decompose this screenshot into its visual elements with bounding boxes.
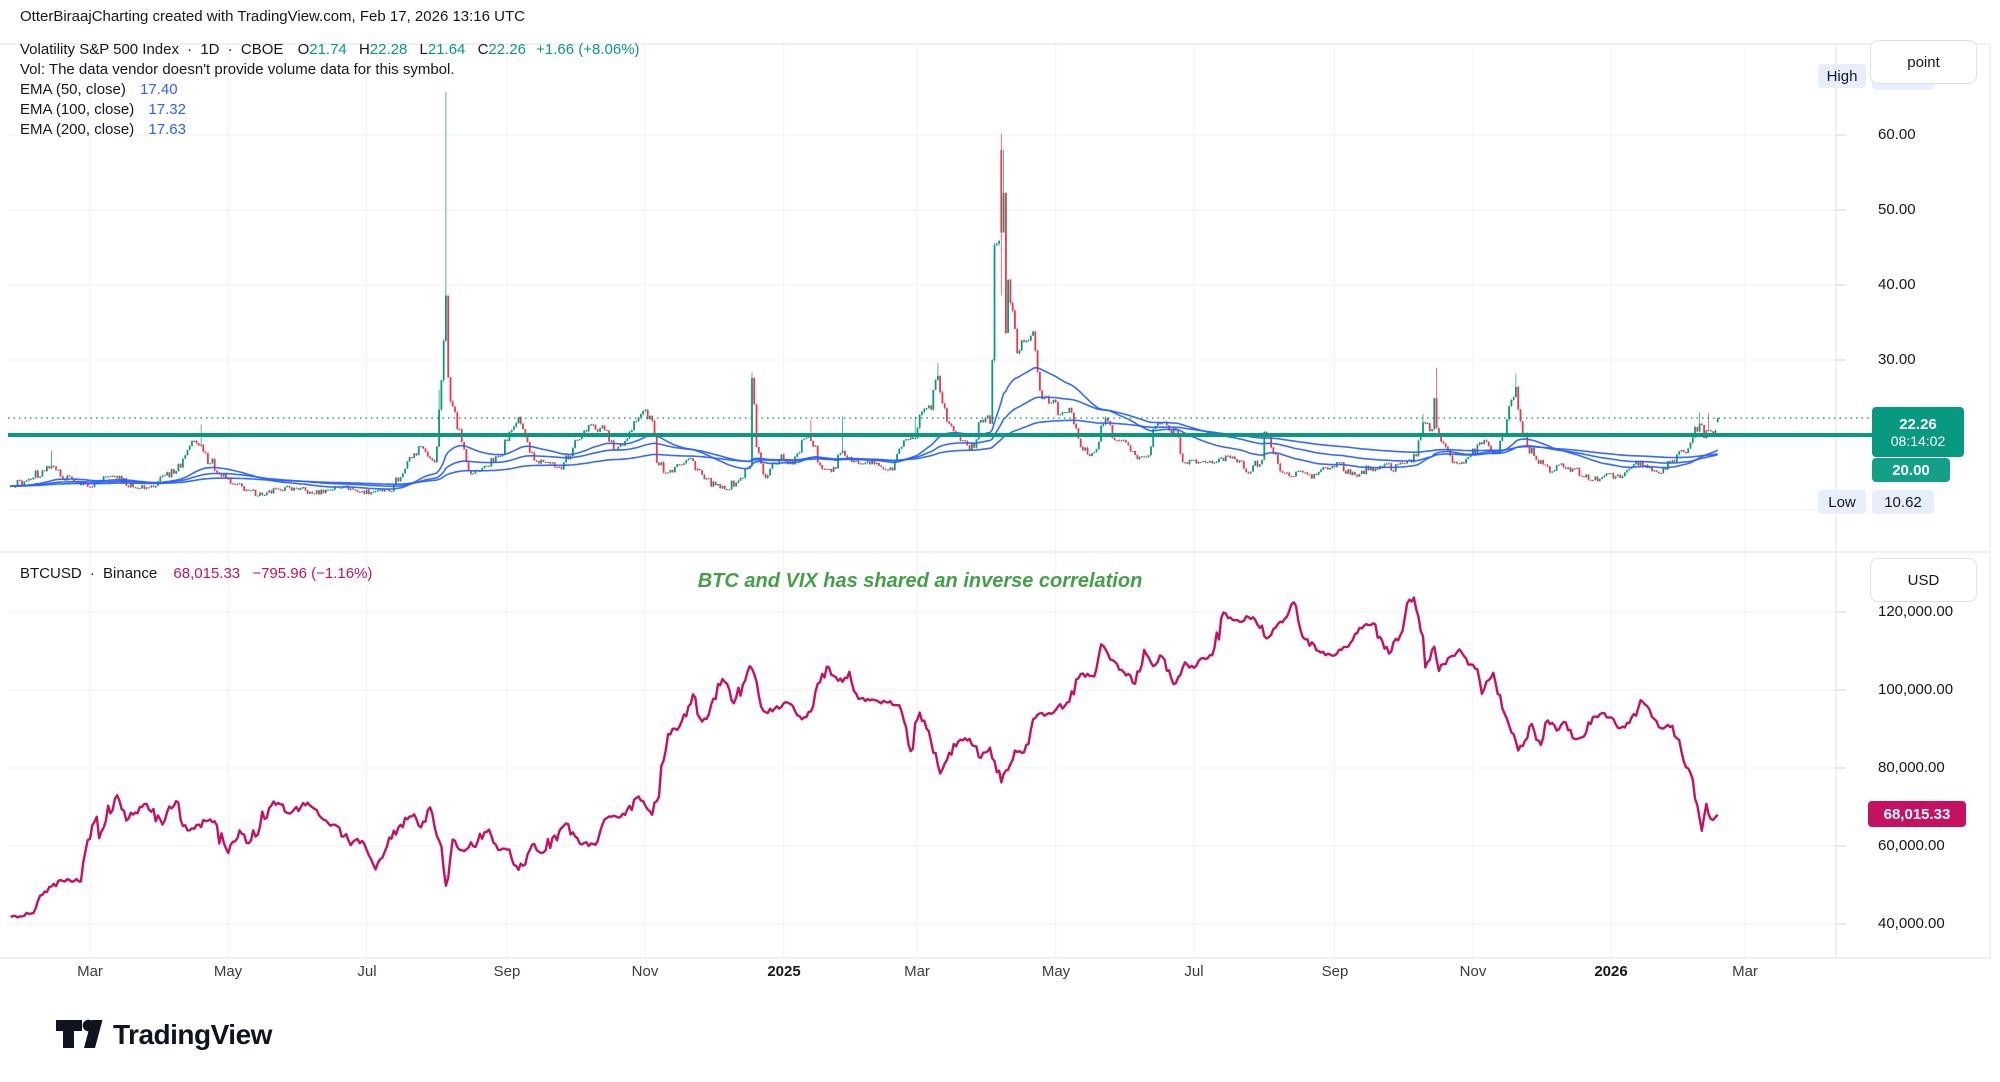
- axis-tick-marks: [1836, 134, 1846, 925]
- close-value: 22.26: [488, 41, 526, 58]
- x-axis-label: 2025: [767, 963, 801, 980]
- btc-price-scale[interactable]: [1836, 552, 1990, 958]
- btc-unit-button[interactable]: USD: [1870, 558, 1977, 602]
- watermark-header: OtterBiraajCharting created with Trading…: [20, 8, 525, 25]
- vix-price-badge-value: 22.26: [1899, 415, 1937, 433]
- time-scale[interactable]: [0, 958, 1990, 996]
- line-badge-value: 20.00: [1892, 461, 1930, 479]
- high-chip-label: High: [1818, 64, 1866, 88]
- ema-50-line[interactable]: [10, 366, 1719, 490]
- vix-candle-bodies-down: [12, 150, 1715, 496]
- ema-100-line[interactable]: [10, 396, 1718, 488]
- ema-200-line[interactable]: [10, 419, 1718, 487]
- ema100-value: 17.32: [148, 101, 186, 118]
- chart-annotation-text[interactable]: BTC and VIX has shared an inverse correl…: [697, 570, 1143, 592]
- high-chip-text: High: [1826, 67, 1858, 85]
- ema100-legend[interactable]: EMA (100, close) 17.32: [20, 101, 190, 118]
- vix-unit-label: point: [1907, 53, 1940, 71]
- low-chip-value: 10.62: [1872, 490, 1934, 514]
- bar-countdown: 08:14:02: [1890, 432, 1946, 449]
- x-axis-label: Jul: [1184, 963, 1204, 980]
- separator: ·: [187, 41, 193, 58]
- volume-note: Vol: The data vendor doesn't provide vol…: [20, 61, 455, 78]
- ema200-value: 17.63: [148, 121, 186, 138]
- low-chip-label: Low: [1818, 490, 1866, 514]
- x-axis-label: May: [1041, 963, 1071, 980]
- btc-current-price-badge: 68,015.33: [1868, 801, 1966, 827]
- btc-exchange: Binance: [103, 565, 158, 582]
- vix-exchange: CBOE: [240, 41, 284, 58]
- btc-y-tick-label: 60,000.00: [1878, 837, 1945, 854]
- ema50-name[interactable]: EMA (50, close): [20, 81, 126, 98]
- low-chip-text: Low: [1828, 493, 1856, 511]
- ema200-legend[interactable]: EMA (200, close) 17.63: [20, 121, 190, 138]
- tradingview-logo-icon: [56, 1019, 103, 1048]
- btc-y-tick-label: 120,000.00: [1878, 603, 1954, 620]
- x-axis-label: May: [213, 963, 243, 980]
- close-label: C: [477, 41, 489, 58]
- btc-last-value: 68,015.33: [173, 565, 241, 582]
- x-axis-label: Mar: [1732, 963, 1758, 980]
- btc-unit-label: USD: [1907, 571, 1940, 589]
- x-axis-label: Jul: [357, 963, 377, 980]
- separator: ·: [227, 41, 233, 58]
- btc-y-tick-label: 40,000.00: [1878, 915, 1945, 932]
- vix-symbol-title[interactable]: Volatility S&P 500 Index: [20, 41, 179, 58]
- separator: ·: [89, 565, 95, 582]
- low-value: 21.64: [427, 41, 466, 58]
- grid-lines: [8, 44, 1836, 958]
- tradingview-logo[interactable]: TradingView: [55, 1018, 272, 1052]
- low-label: L: [419, 41, 428, 58]
- vix-y-tick-label: 60.00: [1878, 126, 1916, 143]
- ema50-legend[interactable]: EMA (50, close) 17.40: [20, 81, 182, 98]
- vix-candle-wicks-down: [12, 134, 1714, 497]
- high-label: H: [358, 41, 370, 58]
- btc-y-tick-label: 100,000.00: [1878, 681, 1954, 698]
- change-value: +1.66 (+8.06%): [536, 41, 640, 58]
- low-chip-value-text: 10.62: [1884, 493, 1922, 511]
- x-axis-label: Nov: [631, 963, 659, 980]
- vix-y-tick-label: 30.00: [1878, 351, 1916, 368]
- vix-y-tick-label: 50.00: [1878, 201, 1916, 218]
- vix-unit-button[interactable]: point: [1870, 40, 1977, 84]
- high-value: 22.28: [369, 41, 408, 58]
- x-axis-label: Mar: [77, 963, 103, 980]
- vix-interval[interactable]: 1D: [200, 41, 220, 58]
- x-axis-label: Nov: [1459, 963, 1487, 980]
- ema200-name[interactable]: EMA (200, close): [20, 121, 135, 138]
- ema100-name[interactable]: EMA (100, close): [20, 101, 135, 118]
- open-value: 21.74: [309, 41, 347, 58]
- btc-symbol-title[interactable]: BTCUSD: [20, 565, 82, 582]
- open-label: O: [297, 41, 310, 58]
- vix-y-tick-label: 40.00: [1878, 276, 1916, 293]
- panel-borders: [0, 43, 1991, 959]
- x-axis-label: Mar: [904, 963, 930, 980]
- btc-change-value: −795.96 (−1.16%): [252, 565, 373, 582]
- vix-current-price-badge: 22.26 08:14:02: [1872, 407, 1964, 457]
- ema50-value: 17.40: [140, 81, 178, 98]
- x-axis-label: 2026: [1594, 963, 1628, 980]
- horizontal-line-price-badge: 20.00: [1872, 458, 1950, 482]
- btc-price-line[interactable]: [10, 596, 1719, 919]
- btc-legend-row[interactable]: BTCUSD · Binance 68,015.33 −795.96 (−1.1…: [20, 565, 376, 582]
- x-axis-label: Sep: [493, 963, 521, 980]
- x-axis-label: Sep: [1321, 963, 1349, 980]
- btc-price-badge-value: 68,015.33: [1883, 805, 1951, 823]
- tradingview-logo-text: TradingView: [113, 1019, 272, 1050]
- vix-legend-row[interactable]: Volatility S&P 500 Index · 1D · CBOE O21…: [20, 41, 644, 58]
- btc-y-tick-label: 80,000.00: [1878, 759, 1945, 776]
